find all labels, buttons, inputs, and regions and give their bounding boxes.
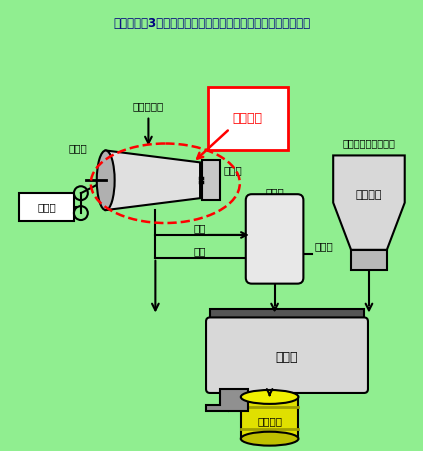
Ellipse shape	[241, 432, 298, 446]
Polygon shape	[206, 389, 248, 411]
FancyBboxPatch shape	[351, 250, 387, 270]
Text: 濃縮器: 濃縮器	[265, 187, 284, 197]
FancyBboxPatch shape	[206, 318, 368, 393]
Text: セメント供給ホッパ: セメント供給ホッパ	[343, 138, 396, 148]
Text: セメント: セメント	[356, 190, 382, 200]
Ellipse shape	[97, 151, 115, 210]
Polygon shape	[333, 156, 405, 250]
Text: 液体: 液体	[194, 223, 206, 233]
Text: 脱水機: 脱水機	[69, 143, 88, 153]
Text: 電動機: 電動機	[37, 202, 56, 212]
FancyBboxPatch shape	[19, 193, 74, 221]
Text: 混練機: 混練機	[276, 351, 298, 364]
FancyBboxPatch shape	[202, 161, 220, 200]
FancyBboxPatch shape	[241, 397, 298, 439]
Text: 液体廃棄物: 液体廃棄物	[133, 101, 164, 111]
Text: ドラム缶: ドラム缶	[257, 416, 282, 426]
FancyBboxPatch shape	[210, 309, 364, 322]
Text: 固体: 固体	[194, 246, 206, 256]
FancyBboxPatch shape	[246, 194, 303, 284]
Polygon shape	[106, 151, 200, 210]
Text: 減速機: 減速機	[224, 166, 243, 175]
Text: 濃縮液: 濃縮液	[314, 241, 333, 251]
Ellipse shape	[241, 390, 298, 404]
Text: 当該箇所: 当該箇所	[233, 112, 263, 125]
Text: 伊方発電所3号機　セメント固化装置脱水機まわり系統概略図: 伊方発電所3号機 セメント固化装置脱水機まわり系統概略図	[113, 17, 310, 30]
